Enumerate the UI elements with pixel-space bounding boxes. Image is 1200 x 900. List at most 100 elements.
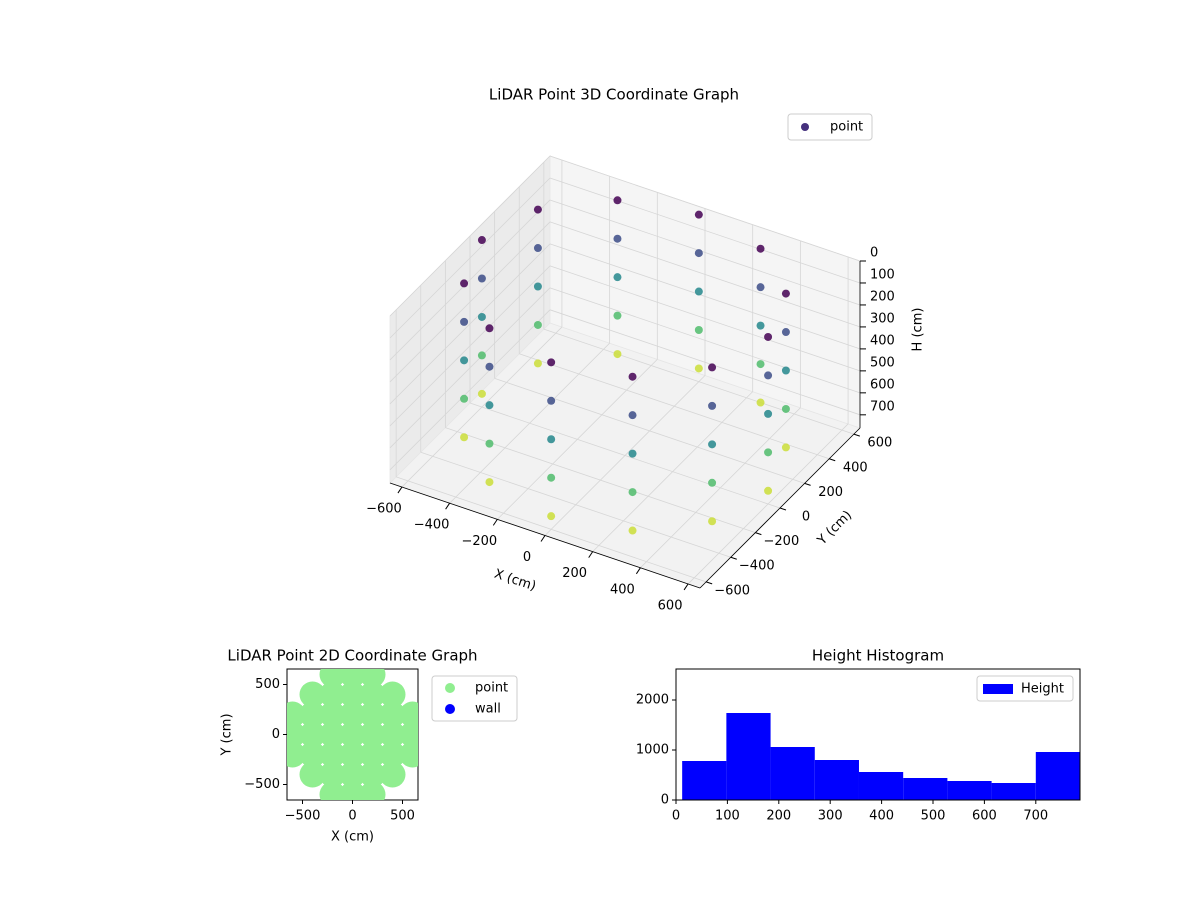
point — [756, 244, 765, 253]
point — [319, 761, 346, 788]
point — [319, 701, 346, 728]
point — [299, 741, 326, 768]
chart-histogram: 0 100 200 300 400 500 600 700 0 1000 2000 Height Hi… — [636, 647, 1081, 824]
y-tick-label: 500 — [255, 677, 280, 692]
bar — [903, 778, 948, 800]
chart-title: LiDAR Point 3D Coordinate Graph — [489, 86, 739, 104]
axes-frame — [675, 668, 1081, 801]
x-tick-label: 300 — [818, 809, 843, 824]
point — [299, 701, 326, 728]
z-tick-label: 400 — [870, 333, 895, 348]
point — [781, 289, 790, 298]
point — [319, 781, 346, 800]
x-tick — [683, 583, 689, 591]
x-tick-label: 700 — [1023, 809, 1048, 824]
point — [359, 761, 386, 788]
point — [379, 761, 406, 788]
point — [533, 359, 542, 368]
point — [339, 721, 366, 748]
x-tick — [445, 502, 451, 510]
point — [756, 321, 765, 330]
z-tick-label: 0 — [870, 246, 878, 261]
y-tick — [853, 433, 861, 437]
y-axis-line — [699, 427, 861, 589]
grid-line — [494, 378, 805, 484]
legend-box — [976, 675, 1074, 702]
grid-line — [469, 402, 781, 509]
chart-title: LiDAR Point 2D Coordinate Graph — [227, 647, 477, 665]
grid-line — [420, 451, 731, 558]
y-tick-label: 600 — [867, 436, 892, 451]
y-tick-label: 2000 — [636, 693, 669, 708]
y-tick-label: 0 — [661, 793, 669, 808]
point — [628, 411, 637, 420]
y-tick — [730, 556, 737, 560]
grid-line — [549, 199, 861, 306]
point — [399, 701, 418, 728]
bar — [814, 760, 859, 800]
grid-line — [389, 155, 551, 317]
x-tick-label: −400 — [414, 518, 450, 533]
x-tick-label: −500 — [285, 809, 321, 824]
point — [533, 205, 542, 214]
point — [477, 351, 486, 360]
point — [781, 328, 790, 337]
bar — [1035, 752, 1080, 800]
point — [764, 332, 773, 341]
x-tick — [397, 486, 403, 494]
point — [460, 317, 469, 326]
point — [764, 409, 773, 418]
x-tick-label: 600 — [972, 809, 997, 824]
point — [359, 781, 386, 800]
point — [485, 401, 494, 410]
x-tick-label: 500 — [921, 809, 946, 824]
grid-line — [549, 155, 861, 262]
z-tick-label: 300 — [870, 311, 895, 326]
chart-3d: −600−400−2000200400600−600−400−200020040… — [366, 86, 925, 614]
point — [764, 448, 773, 457]
legend-marker — [983, 684, 1013, 694]
point — [477, 389, 486, 398]
point — [756, 360, 765, 369]
bar — [726, 713, 771, 800]
x-axis-line — [389, 482, 701, 589]
y-tick-label: 200 — [818, 485, 843, 500]
point — [299, 721, 326, 748]
point — [694, 287, 703, 296]
point — [628, 526, 637, 535]
chart-2d-points — [287, 669, 418, 800]
point — [379, 681, 406, 708]
legend-marker — [801, 123, 809, 131]
point — [694, 326, 703, 335]
legend-label: point — [830, 120, 863, 135]
bar — [947, 781, 992, 800]
point — [547, 473, 556, 482]
point — [477, 236, 486, 245]
grid-line — [396, 476, 707, 583]
y-tick-label: −500 — [244, 777, 280, 792]
y-axis-label: Y (cm) — [220, 713, 235, 756]
grid-line — [549, 265, 861, 372]
grid-line — [389, 243, 551, 405]
bar — [858, 772, 904, 800]
point — [708, 401, 717, 410]
point — [319, 741, 346, 768]
legend-label: wall — [475, 702, 501, 717]
point — [319, 721, 346, 748]
legend-label: Height — [1021, 682, 1064, 697]
point — [533, 320, 542, 329]
grid-line — [549, 287, 861, 394]
x-tick-label: 200 — [766, 809, 791, 824]
point — [359, 721, 386, 748]
point — [359, 669, 386, 688]
x-tick-label: 100 — [715, 809, 740, 824]
point — [628, 449, 637, 458]
point — [708, 478, 717, 487]
point — [359, 741, 386, 768]
grid-line — [389, 309, 551, 471]
point — [764, 486, 773, 495]
point — [287, 721, 306, 748]
point — [708, 517, 717, 526]
point — [319, 669, 346, 688]
